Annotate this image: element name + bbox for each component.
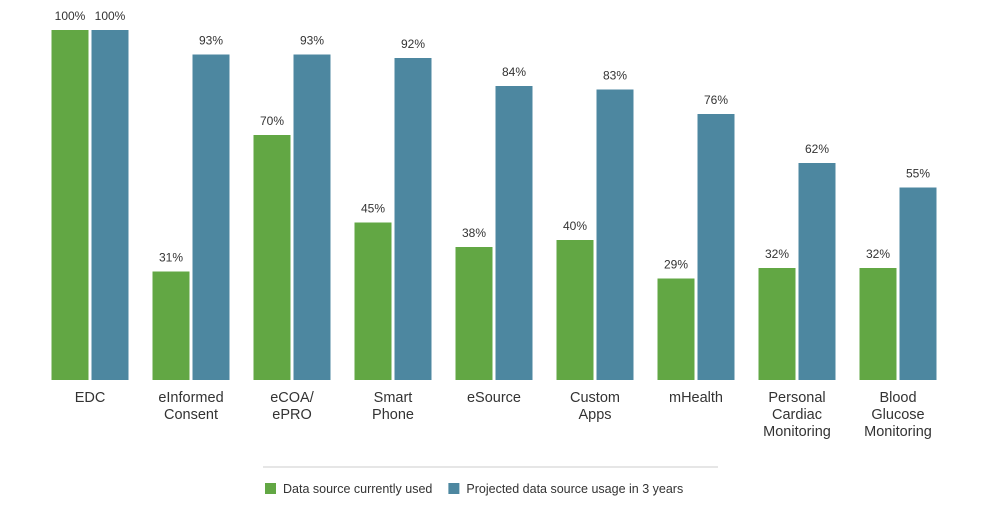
value-label: 32%: [765, 247, 789, 261]
bar: [354, 222, 392, 380]
bar: [455, 247, 493, 380]
value-label: 29%: [664, 258, 688, 272]
bar: [394, 58, 432, 380]
value-label: 55%: [906, 167, 930, 181]
bar: [657, 278, 695, 380]
bar: [495, 86, 533, 380]
bar: [152, 271, 190, 380]
value-label: 83%: [603, 69, 627, 83]
bar: [253, 135, 291, 380]
value-label: 40%: [563, 219, 587, 233]
bar: [556, 240, 594, 380]
legend-label: Projected data source usage in 3 years: [466, 482, 683, 496]
bar: [91, 30, 129, 380]
x-tick-label: eInformed Consent: [158, 390, 223, 423]
bar: [192, 54, 230, 380]
x-tick-label: Smart Phone: [372, 390, 414, 423]
legend-swatch: [265, 483, 276, 494]
value-label: 92%: [401, 37, 425, 51]
value-label: 31%: [159, 251, 183, 265]
x-tick-label: Blood Glucose Monitoring: [864, 390, 932, 440]
value-label: 45%: [361, 202, 385, 216]
value-label: 32%: [866, 247, 890, 261]
value-label: 93%: [199, 34, 223, 48]
value-label: 62%: [805, 142, 829, 156]
value-label: 70%: [260, 114, 284, 128]
legend: Data source currently used Projected data…: [265, 482, 683, 496]
x-tick-label: eSource: [467, 390, 521, 406]
bar: [293, 54, 331, 380]
bar: [596, 89, 634, 380]
value-label: 84%: [502, 65, 526, 79]
x-tick-label: EDC: [75, 390, 106, 406]
bar: [758, 268, 796, 380]
value-label: 76%: [704, 93, 728, 107]
bar: [899, 187, 937, 380]
legend-label: Data source currently used: [283, 482, 432, 496]
bar: [51, 30, 89, 380]
value-label: 93%: [300, 34, 324, 48]
x-tick-label: Custom Apps: [570, 390, 620, 423]
bar: [859, 268, 897, 380]
legend-swatch: [448, 483, 460, 494]
value-label: 100%: [95, 9, 126, 23]
value-label: 100%: [55, 9, 86, 23]
bar: [798, 163, 836, 380]
x-tick-label: eCOA/ePRO: [270, 390, 314, 423]
x-tick-label: mHealth: [669, 390, 723, 406]
x-tick-label: Personal Cardiac Monitoring: [763, 390, 831, 440]
bar: [697, 114, 735, 380]
value-label: 38%: [462, 226, 486, 240]
